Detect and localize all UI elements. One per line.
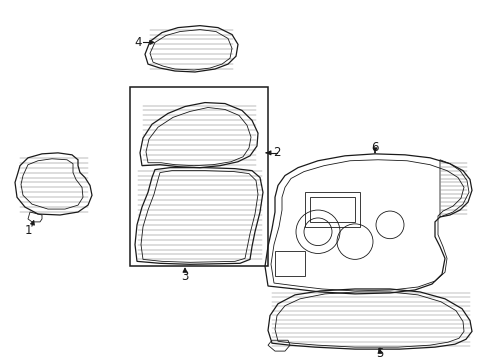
Text: 2: 2 bbox=[273, 147, 281, 159]
Text: 6: 6 bbox=[371, 141, 379, 154]
Text: 5: 5 bbox=[376, 347, 384, 360]
Bar bbox=[130, 87, 268, 266]
Text: 3: 3 bbox=[181, 270, 189, 283]
Bar bbox=[275, 252, 305, 276]
Bar bbox=[310, 197, 355, 222]
Text: 1: 1 bbox=[24, 224, 32, 237]
Bar bbox=[305, 192, 360, 227]
Text: 4: 4 bbox=[134, 36, 142, 49]
